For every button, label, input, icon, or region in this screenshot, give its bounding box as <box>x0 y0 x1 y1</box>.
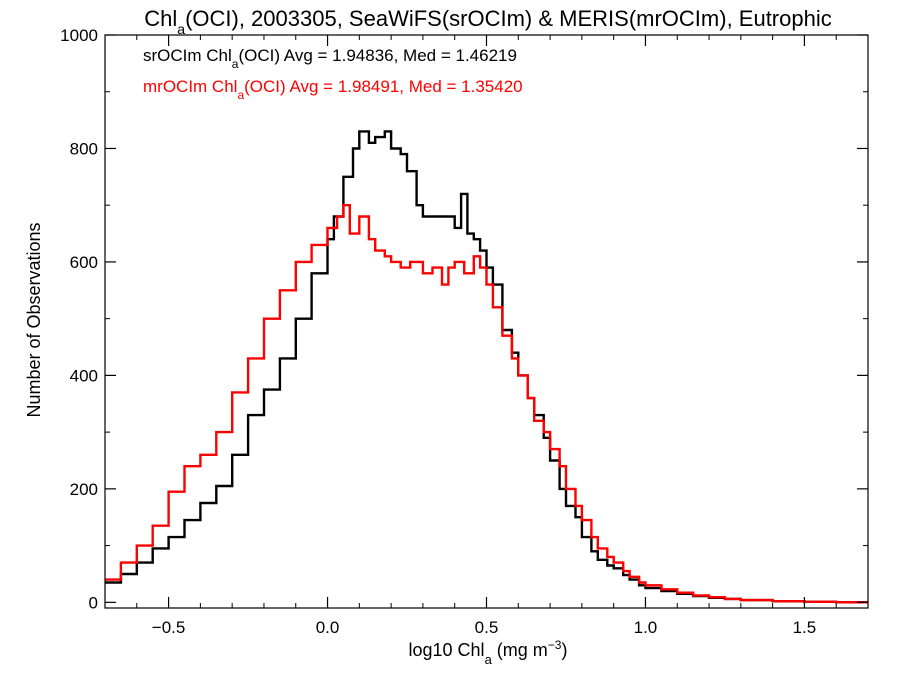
x-tick-label: −0.5 <box>152 618 186 637</box>
legend-annotation-mrocim: mrOCIm Chla(OCI) Avg = 1.98491, Med = 1.… <box>143 77 523 102</box>
y-axis-label: Number of Observations <box>24 222 44 417</box>
x-tick-label: 1.0 <box>634 618 658 637</box>
legend-annotation-srocim: srOCIm Chla(OCI) Avg = 1.94836, Med = 1.… <box>143 46 517 71</box>
y-tick-label: 400 <box>70 366 98 385</box>
y-tick-label: 200 <box>70 480 98 499</box>
x-tick-label: 0.0 <box>316 618 340 637</box>
chart-title: Chla(OCI), 2003305, SeaWiFS(srOCIm) & ME… <box>144 6 831 37</box>
series-line-mrocim <box>105 204 868 604</box>
y-tick-label: 0 <box>89 593 98 612</box>
series-line-srocim <box>105 130 868 604</box>
x-axis-label: log10 Chla (mg m−3) <box>409 638 568 667</box>
plot-frame <box>104 34 869 609</box>
x-tick-label: 0.5 <box>475 618 499 637</box>
y-tick-label: 600 <box>70 253 98 272</box>
plot-area: −0.5 0.0 0.5 1.0 1.5 0 200 400 600 800 1000 <box>60 26 869 637</box>
y-tick-label: 1000 <box>60 26 98 45</box>
x-tick-label: 1.5 <box>793 618 817 637</box>
y-tick-label: 800 <box>70 139 98 158</box>
